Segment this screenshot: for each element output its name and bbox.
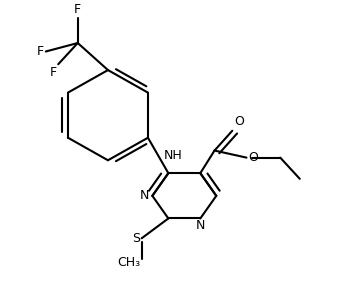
Text: F: F xyxy=(74,3,81,16)
Text: F: F xyxy=(49,66,57,79)
Text: O: O xyxy=(234,115,244,128)
Text: O: O xyxy=(248,151,258,164)
Text: N: N xyxy=(140,189,149,202)
Text: S: S xyxy=(132,232,140,245)
Text: N: N xyxy=(195,219,205,232)
Text: CH₃: CH₃ xyxy=(117,256,140,269)
Text: NH: NH xyxy=(164,149,182,162)
Text: F: F xyxy=(37,45,44,58)
